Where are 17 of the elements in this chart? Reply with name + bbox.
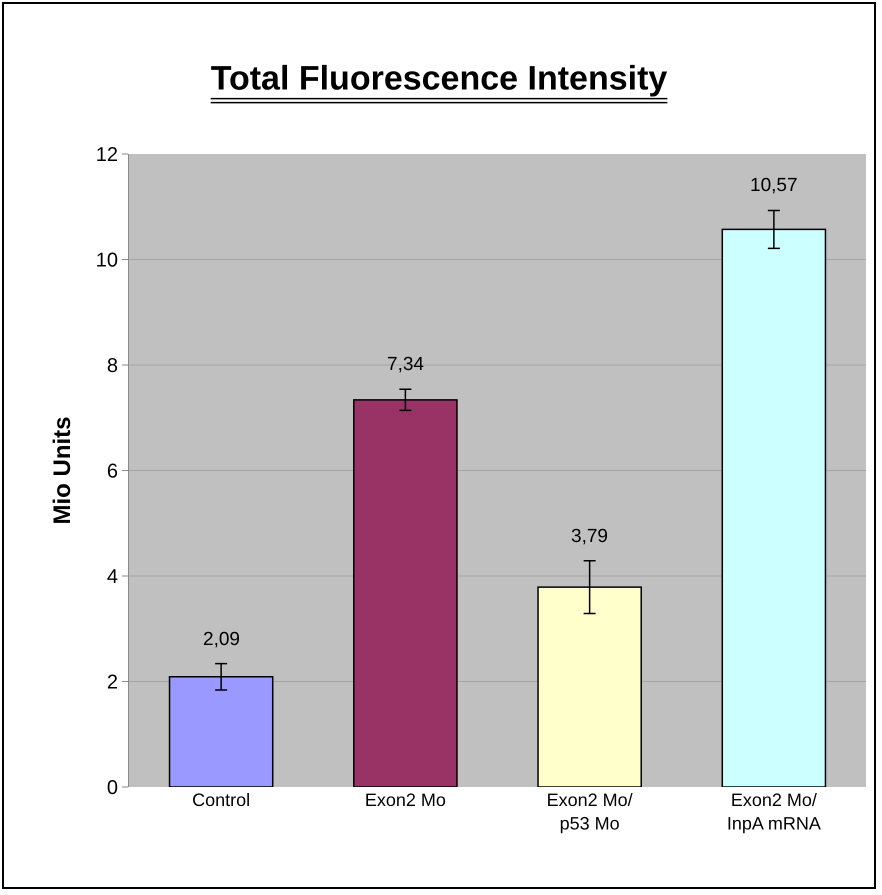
x-tick-label: Exon2 Mo/p53 Mo	[546, 790, 633, 834]
data-label: 3,79	[571, 526, 608, 547]
y-tick-label: 8	[106, 355, 118, 377]
x-tick-label: Exon2 Mo/InpA mRNA	[726, 790, 821, 834]
y-tick-label: 4	[106, 566, 118, 588]
y-tick-label: 6	[106, 460, 118, 482]
y-tick-label: 2	[106, 672, 118, 694]
y-tick-label: 10	[96, 250, 118, 272]
data-label: 7,34	[387, 354, 424, 375]
y-tick-label: 0	[106, 777, 118, 799]
data-label: 2,09	[203, 629, 240, 650]
x-tick-label: Control	[192, 790, 250, 810]
y-axis-title: Mio Units	[48, 416, 76, 524]
data-label: 10,57	[750, 175, 798, 196]
y-tick-label: 12	[96, 144, 118, 166]
chart-title: Total Fluorescence Intensity	[210, 60, 668, 98]
x-tick-label: Exon2 Mo	[364, 790, 446, 810]
